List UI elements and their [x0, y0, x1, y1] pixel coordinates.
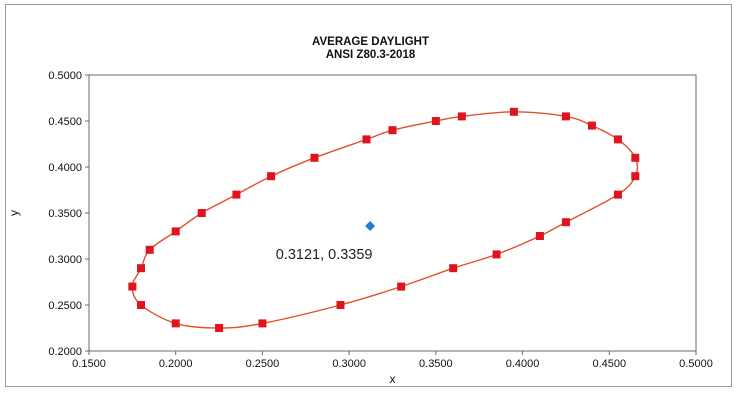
axes: [88, 74, 697, 352]
boundary-point-marker: [388, 126, 397, 135]
y-tick-label: 0.4000: [48, 162, 82, 174]
x-ticks: 0.1500 0.2000 0.2500 0.3000 0.3500 0.4000 0.45…: [72, 351, 713, 370]
boundary-point-marker: [631, 172, 640, 181]
boundary-point-marker: [587, 121, 596, 130]
boundary-point-marker: [197, 209, 206, 217]
center-point-label: 0.3121, 0.3359: [276, 247, 373, 263]
boundary-point-marker: [171, 319, 180, 328]
y-axis-label: y: [7, 210, 21, 216]
plot-area: [128, 107, 640, 332]
boundary-point-marker: [613, 190, 622, 199]
boundary-point-marker: [449, 264, 458, 273]
boundary-point-marker: [535, 232, 544, 240]
x-tick-label: 0.2500: [246, 358, 280, 370]
boundary-point-marker: [258, 319, 267, 328]
y-ticks: 0.2000 0.2500 0.3000 0.3500 0.4000 0.4500 0.50…: [48, 70, 89, 358]
x-tick-label: 0.2000: [159, 358, 193, 370]
chart-subtitle: ANSI Z80.3-2018: [325, 49, 416, 61]
x-tick-label: 0.3500: [419, 358, 453, 370]
x-tick-label: 0.5000: [679, 358, 713, 370]
boundary-point-marker: [431, 117, 440, 125]
boundary-point-marker: [215, 324, 224, 332]
x-tick-label: 0.4500: [592, 358, 626, 370]
x-tick-label: 0.3000: [332, 358, 366, 370]
center-point-marker: [365, 220, 376, 231]
boundary-point-marker: [171, 227, 180, 236]
boundary-point-marker: [137, 301, 146, 309]
plot-border: [88, 74, 697, 352]
boundary-point-marker: [336, 301, 345, 309]
boundary-point-marker: [509, 107, 518, 116]
boundary-point-marker: [457, 112, 466, 121]
boundary-point-marker: [362, 135, 371, 144]
boundary-point-marker: [561, 112, 570, 121]
boundary-point-marker: [492, 250, 501, 259]
boundary-point-marker: [128, 282, 137, 291]
y-tick-label: 0.3500: [48, 208, 82, 220]
y-tick-label: 0.3000: [48, 254, 82, 266]
y-tick-label: 0.2000: [48, 346, 82, 358]
boundary-point-marker: [232, 190, 241, 199]
x-tick-label: 0.4000: [506, 358, 540, 370]
x-tick-label: 0.1500: [72, 358, 106, 370]
boundary-point-marker: [137, 264, 146, 273]
boundary-point-marker: [397, 282, 406, 291]
x-axis-label: x: [390, 372, 396, 386]
y-tick-label: 0.5000: [48, 70, 82, 82]
boundary-point-marker: [267, 172, 276, 181]
y-tick-label: 0.2500: [48, 300, 82, 312]
boundary-point-marker: [631, 153, 640, 162]
boundary-point-marker: [613, 135, 622, 144]
boundary-point-marker: [310, 153, 319, 162]
chart-title: AVERAGE DAYLIGHT: [312, 36, 429, 48]
boundary-point-marker: [561, 218, 570, 227]
boundary-point-marker: [145, 245, 154, 254]
y-tick-label: 0.4500: [48, 116, 82, 128]
